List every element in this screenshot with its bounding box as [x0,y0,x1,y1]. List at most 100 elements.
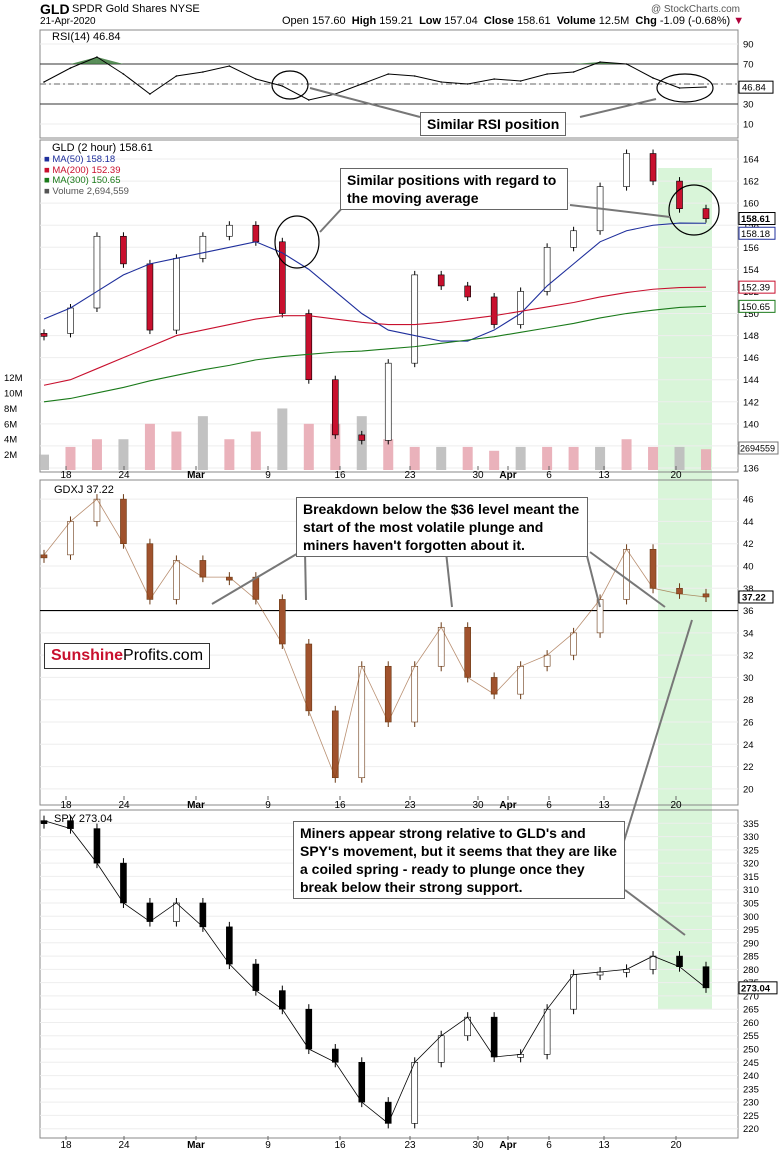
volume-bar [330,423,341,470]
legend-item: ■ MA(200) 152.39 [44,164,121,176]
volume-bar [489,450,500,470]
gld-label: GLD (2 hour) 158.61 [52,142,153,154]
rsi-point [228,65,231,67]
x-tick-label: 30 [472,1140,484,1151]
ma-line-MA(200) [43,286,707,386]
rsi-point [308,99,310,101]
y-tick-label: 315 [743,872,759,883]
volume-tick-label: 12M [4,373,23,384]
gdxj-callout: Breakdown below the $36 level meant the … [296,497,588,557]
gdxj-candle [411,665,419,723]
gdxj-candle [279,599,286,645]
volume-bar [39,454,49,470]
gdxj-candle [649,548,657,589]
gld-candle [331,379,339,436]
y-tick-label: 136 [743,464,759,475]
spy-candle [543,1008,551,1055]
gld-candle [517,291,524,325]
volume-bar [542,446,553,470]
gdxj-arrow-3 [445,551,453,608]
chart-date: 21-Apr-2020 [40,16,96,27]
spy-candle [93,828,101,864]
gld-candle [676,180,683,209]
spy-badge-text: 273.04 [741,983,771,994]
y-tick-label: 90 [743,40,754,51]
gld-candle [146,263,154,331]
rsi-line [43,56,707,101]
x-tick-label: 18 [60,1140,72,1151]
volume-bar [171,431,182,470]
volume-badge [738,441,779,455]
open-value: 157.60 [311,15,346,27]
y-tick-label: 220 [743,1124,759,1135]
x-tick-label: Mar [187,800,205,811]
rsi-point [440,81,443,83]
rsi-point [546,73,548,75]
gdxj-candle [120,498,127,545]
x-tick-label: 9 [265,1140,271,1151]
chart-header: GLD SPDR Gold Shares NYSE 21-Apr-2020 Op… [0,0,780,30]
y-tick-label: 46 [743,495,754,506]
rsi-value-badge [738,80,774,94]
gdxj-candle [623,548,630,600]
symbol: GLD [40,1,70,17]
volume-bar [648,446,659,470]
gld-candle [437,274,445,287]
volume-bar [568,446,579,470]
gld-candle [358,434,366,441]
y-tick-label: 150 [743,309,759,320]
y-tick-label: 20 [743,784,754,795]
close-value: 158.61 [516,15,551,27]
gdxj-arrow-2 [304,551,307,601]
y-tick-label: 146 [743,353,759,364]
legend-item: ■ MA(300) 150.65 [44,175,121,186]
y-tick-label: 154 [743,265,759,276]
y-tick-label: 26 [743,718,754,729]
gdxj-candle [67,521,74,556]
low-value: 157.04 [444,15,478,27]
volume-tick-label: 4M [4,435,17,446]
highlight-band-upper [658,168,712,613]
volume-badge-text: 2694559 [740,444,775,454]
volume-bar [674,446,685,470]
y-tick-label: 156 [743,243,759,254]
gdxj-candle [384,665,392,723]
gld-candle [649,153,657,182]
stockcharts-brand: @ StockCharts.com [650,4,740,15]
spy-arrow-down [624,889,686,936]
y-tick-label: 10 [743,120,754,131]
gld-candle [490,296,498,325]
gdxj-candle [464,626,471,678]
rsi-point [387,73,390,75]
x-tick-label: 20 [670,800,682,811]
x-tick-label: 24 [118,1140,130,1151]
x-tick-label: 16 [334,1140,346,1151]
x-tick-label: 20 [670,470,682,481]
x-tick-label: 13 [598,800,610,811]
y-tick-label: 30 [743,673,754,684]
y-tick-label: 158 [743,221,759,232]
gdxj-candle [199,560,207,578]
y-tick-label: 265 [743,1005,759,1016]
x-tick-label: Mar [187,1140,205,1151]
y-tick-label: 36 [743,606,754,617]
rsi-value-text: 46.84 [742,83,766,94]
volume-bar [595,446,606,470]
y-tick-label: 245 [743,1058,759,1069]
gld-panel-frame [39,139,739,473]
gdxj-label: GDXJ 37.22 [54,484,114,496]
gld-callout: Similar positions with regard to the mov… [340,168,568,210]
rsi-point [43,81,45,83]
rsi-callout: Similar RSI position [420,112,567,136]
x-tick-label: 9 [265,470,271,481]
rsi-point [705,86,707,88]
spy-panel-frame [39,809,739,1139]
rsi-point [599,61,601,63]
x-tick-label: 9 [265,800,271,811]
gdxj-candle [173,560,180,600]
gld-candle [543,247,551,292]
y-tick-label: 230 [743,1098,759,1109]
gld-candle [702,208,710,219]
gld-candle [40,333,48,337]
gdxj-candle [543,654,551,667]
